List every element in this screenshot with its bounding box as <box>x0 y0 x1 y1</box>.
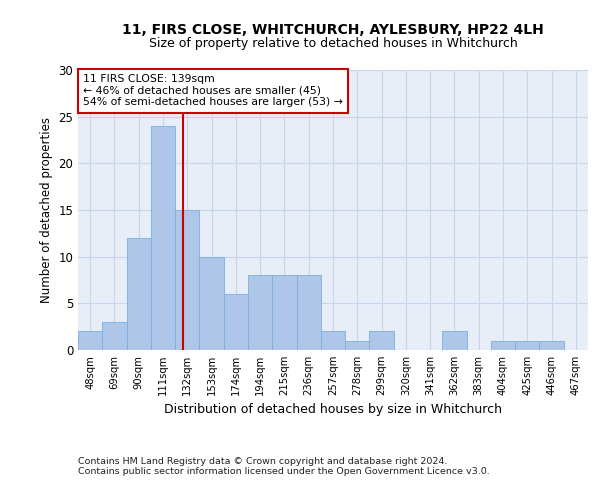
Text: Distribution of detached houses by size in Whitchurch: Distribution of detached houses by size … <box>164 402 502 415</box>
Bar <box>175 210 199 350</box>
Bar <box>151 126 175 350</box>
Bar <box>370 332 394 350</box>
Bar <box>272 276 296 350</box>
Bar <box>127 238 151 350</box>
Bar <box>78 332 102 350</box>
Bar <box>296 276 321 350</box>
Bar <box>224 294 248 350</box>
Bar <box>321 332 345 350</box>
Text: Contains HM Land Registry data © Crown copyright and database right 2024.: Contains HM Land Registry data © Crown c… <box>78 458 448 466</box>
Text: Contains public sector information licensed under the Open Government Licence v3: Contains public sector information licen… <box>78 468 490 476</box>
Text: Size of property relative to detached houses in Whitchurch: Size of property relative to detached ho… <box>149 38 517 51</box>
Bar <box>515 340 539 350</box>
Bar <box>199 256 224 350</box>
Bar <box>248 276 272 350</box>
Bar <box>491 340 515 350</box>
Bar <box>539 340 564 350</box>
Bar <box>345 340 370 350</box>
Y-axis label: Number of detached properties: Number of detached properties <box>40 117 53 303</box>
Bar <box>102 322 127 350</box>
Bar <box>442 332 467 350</box>
Text: 11 FIRS CLOSE: 139sqm
← 46% of detached houses are smaller (45)
54% of semi-deta: 11 FIRS CLOSE: 139sqm ← 46% of detached … <box>83 74 343 108</box>
Text: 11, FIRS CLOSE, WHITCHURCH, AYLESBURY, HP22 4LH: 11, FIRS CLOSE, WHITCHURCH, AYLESBURY, H… <box>122 22 544 36</box>
